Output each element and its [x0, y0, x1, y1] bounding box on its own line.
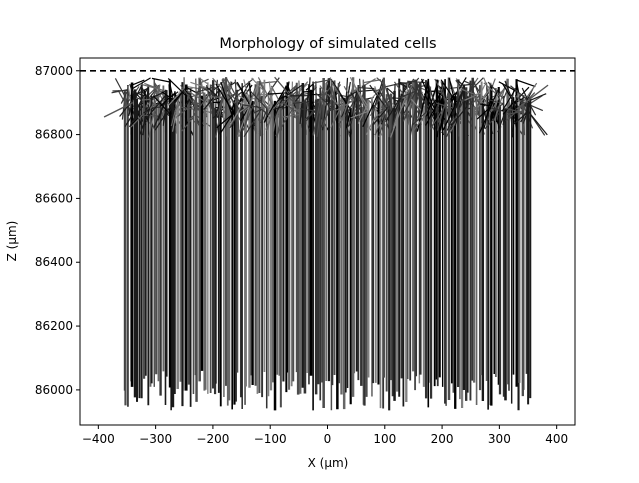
- x-tick-label: −400: [82, 432, 115, 446]
- y-axis-label: Z (µm): [5, 221, 19, 262]
- y-tick-label: 86600: [35, 191, 73, 205]
- cell-tuft-branch: [309, 86, 310, 128]
- cell-tuft-branch: [196, 79, 197, 111]
- x-tick-label: 400: [545, 432, 568, 446]
- cell-tuft-branch: [209, 97, 228, 98]
- y-tick-label: 86400: [35, 255, 73, 269]
- cell-tuft-branch: [142, 99, 151, 100]
- y-tick-label: 87000: [35, 64, 73, 78]
- y-tick-label: 86000: [35, 383, 73, 397]
- x-tick-label: −100: [254, 432, 287, 446]
- y-tick-label: 86800: [35, 128, 73, 142]
- cell-tuft-branch: [464, 81, 471, 84]
- x-tick-label: 100: [373, 432, 396, 446]
- x-axis: −400 −300 −200 −100 0 100 200 300 400: [82, 425, 568, 446]
- x-tick-label: 200: [431, 432, 454, 446]
- x-axis-label: X (µm): [308, 456, 349, 470]
- x-tick-label: 0: [324, 432, 332, 446]
- plot-area: [80, 71, 575, 411]
- x-tick-label: −200: [196, 432, 229, 446]
- cell-tuft-branch: [112, 90, 127, 91]
- cell-tuft-branch: [517, 80, 536, 87]
- chart-title: Morphology of simulated cells: [219, 36, 436, 52]
- cell-tuft-branch: [512, 103, 513, 137]
- y-axis: 86000 86200 86400 86600 86800 87000: [35, 64, 80, 397]
- cell-tuft-branch: [395, 84, 396, 98]
- x-tick-label: 300: [488, 432, 511, 446]
- cell-tuft-branch: [142, 85, 143, 88]
- y-tick-label: 86200: [35, 319, 73, 333]
- x-tick-label: −300: [139, 432, 172, 446]
- cell-tuft-branch: [361, 109, 362, 114]
